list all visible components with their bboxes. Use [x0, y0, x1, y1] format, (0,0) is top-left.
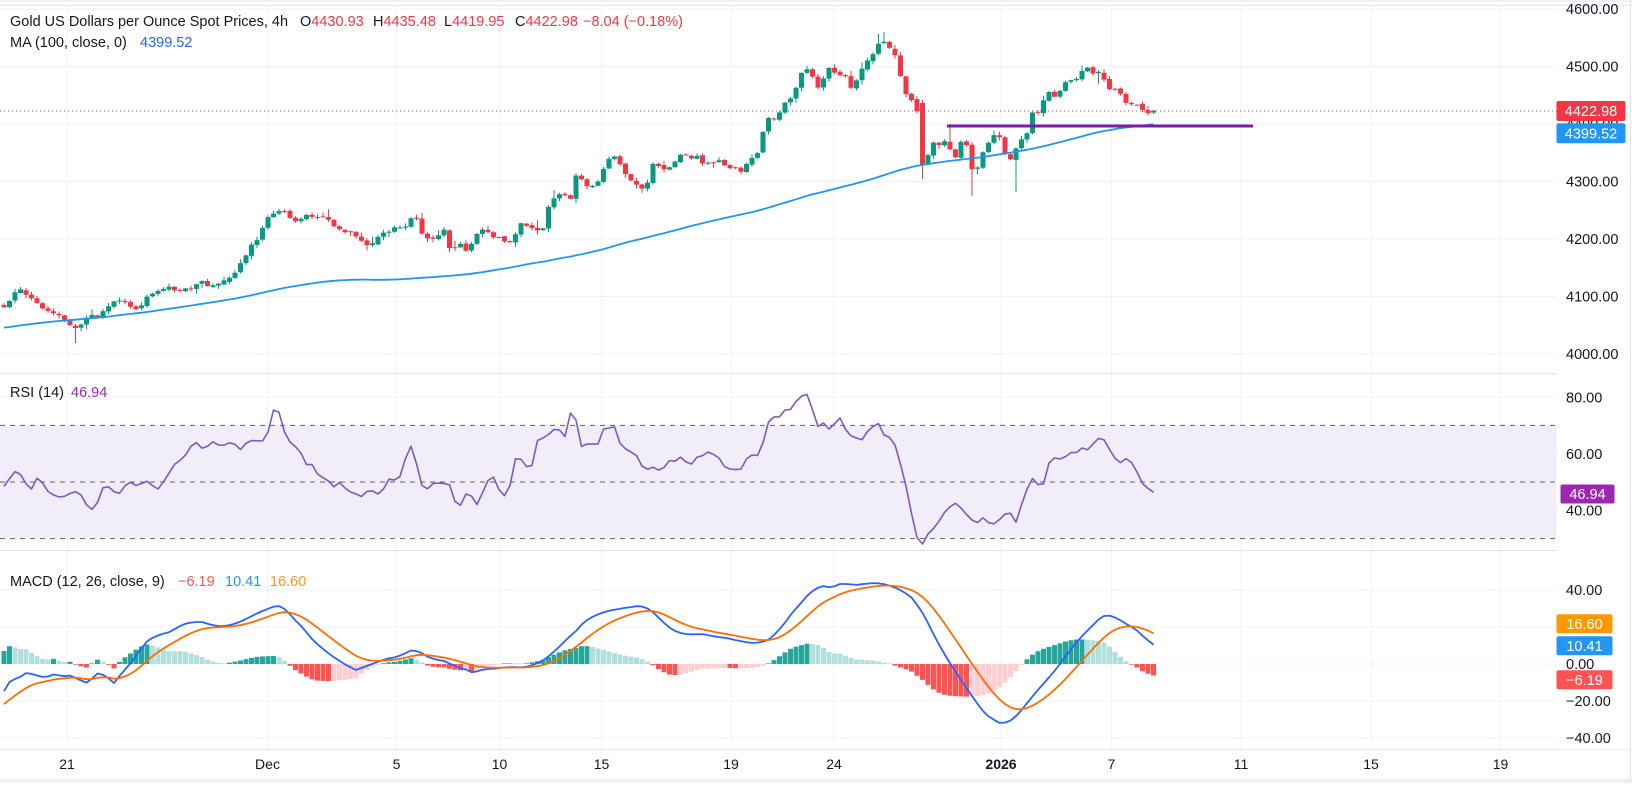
svg-text:16.60: 16.60	[1566, 617, 1602, 633]
svg-text:−40.00: −40.00	[1566, 731, 1611, 747]
svg-text:10.41: 10.41	[225, 574, 261, 590]
svg-text:5: 5	[393, 756, 401, 772]
svg-text:4422.98: 4422.98	[1565, 104, 1617, 120]
svg-text:21: 21	[59, 756, 75, 772]
svg-text:15: 15	[594, 756, 610, 772]
svg-text:L4419.95: L4419.95	[444, 14, 505, 30]
svg-text:4600.00: 4600.00	[1566, 2, 1618, 18]
svg-text:19: 19	[723, 756, 739, 772]
svg-text:40.00: 40.00	[1566, 583, 1602, 599]
svg-text:MA (100, close, 0): MA (100, close, 0)	[10, 35, 127, 51]
svg-text:46.94: 46.94	[1569, 487, 1605, 503]
svg-text:4200.00: 4200.00	[1566, 232, 1618, 248]
svg-text:O4430.93: O4430.93	[300, 14, 364, 30]
svg-text:40.00: 40.00	[1566, 504, 1602, 520]
svg-text:80.00: 80.00	[1566, 390, 1602, 406]
svg-text:Gold US Dollars per Ounce Spot: Gold US Dollars per Ounce Spot Prices, 4…	[10, 14, 288, 30]
svg-text:4500.00: 4500.00	[1566, 60, 1618, 76]
svg-text:7: 7	[1108, 756, 1116, 772]
svg-text:15: 15	[1363, 756, 1379, 772]
svg-text:RSI (14): RSI (14)	[10, 385, 64, 401]
svg-text:10: 10	[492, 756, 508, 772]
svg-text:H4435.48: H4435.48	[373, 14, 436, 30]
svg-text:C4422.98: C4422.98	[515, 14, 578, 30]
svg-text:60.00: 60.00	[1566, 447, 1602, 463]
svg-text:4399.52: 4399.52	[1565, 127, 1617, 143]
svg-text:16.60: 16.60	[270, 574, 306, 590]
svg-text:4100.00: 4100.00	[1566, 290, 1618, 306]
svg-text:24: 24	[826, 756, 842, 772]
svg-text:−6.19: −6.19	[1566, 673, 1603, 689]
svg-text:−20.00: −20.00	[1566, 694, 1611, 710]
svg-text:−8.04 (−0.18%): −8.04 (−0.18%)	[583, 14, 683, 30]
svg-text:46.94: 46.94	[71, 385, 107, 401]
svg-text:Dec: Dec	[255, 756, 280, 772]
svg-text:4000.00: 4000.00	[1566, 347, 1618, 363]
svg-text:11: 11	[1234, 756, 1249, 772]
svg-text:2026: 2026	[985, 756, 1016, 772]
svg-text:19: 19	[1493, 756, 1509, 772]
svg-text:MACD (12, 26, close, 9): MACD (12, 26, close, 9)	[10, 574, 165, 590]
svg-text:−6.19: −6.19	[178, 574, 215, 590]
svg-text:4399.52: 4399.52	[140, 35, 192, 51]
svg-text:10.41: 10.41	[1566, 639, 1602, 655]
svg-text:4300.00: 4300.00	[1566, 175, 1618, 191]
